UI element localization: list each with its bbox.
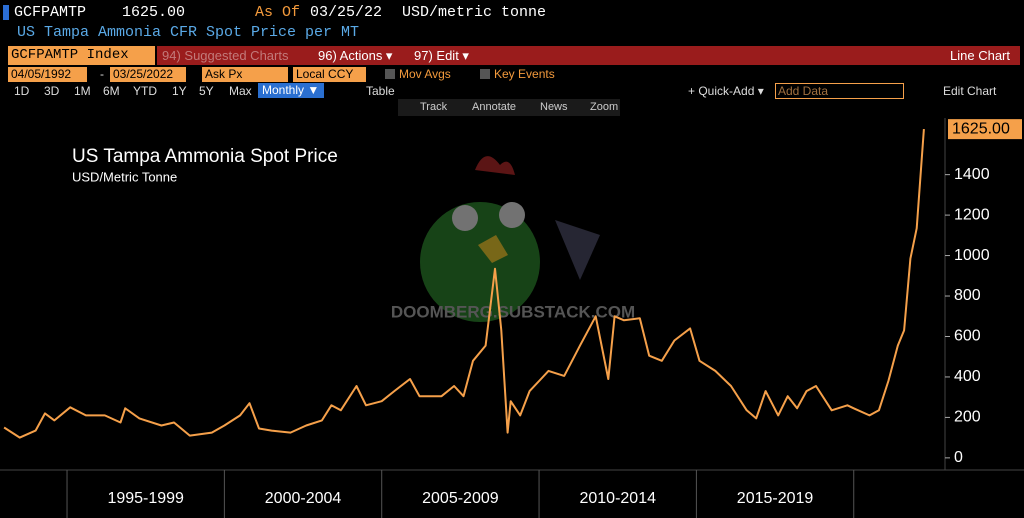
logo-tail [555,220,600,280]
quick-add[interactable]: + Quick-Add ▾ [688,84,764,98]
logo-body [420,202,540,322]
chart-subtitle: USD/Metric Tonne [72,169,177,184]
suggested-charts[interactable]: 94) Suggested Charts [162,48,289,63]
period-label: 2005-2009 [422,490,499,507]
chart-kind: Line Chart [950,48,1010,63]
logo-comb [475,156,515,175]
y-tick-label: 400 [954,368,981,385]
tool-button[interactable]: News [540,101,568,113]
period-label: 2010-2014 [579,490,656,507]
range-button[interactable]: 1D [14,84,30,98]
field[interactable]: Ask Px [202,67,288,82]
description: US Tampa Ammonia CFR Spot Price per MT [17,24,360,41]
tool-button[interactable]: Track [420,101,448,113]
as-of-date: 03/25/22 [310,4,383,21]
security[interactable]: GCFPAMTP Index [8,46,155,65]
end-date[interactable]: 03/25/2022 [110,67,186,82]
y-tick-label: 200 [954,409,981,426]
range-button[interactable]: YTD [133,84,157,98]
period-label: 2000-2004 [265,490,342,507]
edit-chart[interactable]: Edit Chart [943,84,997,98]
currency[interactable]: Local CCY [293,67,366,82]
last-value-label: 1625.00 [952,120,1010,137]
chart-title: US Tampa Ammonia Spot Price [72,146,338,167]
watermark-logo [420,156,600,322]
logo-beak [478,235,508,263]
as-of-label: As Of [255,4,301,21]
last-value-box [948,119,1022,140]
last-price: 1625.00 [122,4,186,21]
date-dash: - [100,67,104,81]
edit-menu[interactable]: 97) Edit ▾ [414,48,469,63]
y-tick-label: 600 [954,328,981,345]
price-line [3,129,925,439]
range-button[interactable]: 1M [74,84,91,98]
period-label: 2015-2019 [737,490,814,507]
range-button[interactable]: 6M [103,84,120,98]
logo-eye [452,205,478,231]
checkbox[interactable] [385,69,395,79]
start-date[interactable]: 04/05/1992 [8,67,87,82]
frequency[interactable]: Monthly ▼ [258,83,324,98]
ticker: GCFPAMTP [14,4,87,21]
period-label: 1995-1999 [107,490,184,507]
tool-button[interactable]: Annotate [472,101,517,113]
y-tick-label: 1000 [954,247,990,264]
range-button[interactable]: 5Y [199,84,214,98]
y-tick-label: 800 [954,287,981,304]
tool-strip [398,99,620,116]
y-tick-label: 0 [954,449,963,466]
range-button[interactable]: 3D [44,84,60,98]
mov-avgs[interactable]: Mov Avgs [399,67,451,81]
range-button[interactable]: Max [229,84,252,98]
table-button[interactable]: Table [366,84,395,98]
toolbar [157,46,1020,65]
tool-button[interactable]: Zoom [590,101,619,113]
key-events[interactable]: Key Events [494,67,555,81]
y-tick-label: 1200 [954,206,990,223]
ticker-flag [3,5,9,20]
logo-eye [499,202,525,228]
add-data[interactable]: Add Data [775,83,904,99]
units: USD/metric tonne [402,4,547,21]
watermark: DOOMBERG.SUBSTACK.COM [391,302,635,321]
y-tick-label: 1400 [954,166,990,183]
checkbox[interactable] [480,69,490,79]
range-button[interactable]: 1Y [172,84,187,98]
actions-menu[interactable]: 96) Actions ▾ [318,48,393,63]
